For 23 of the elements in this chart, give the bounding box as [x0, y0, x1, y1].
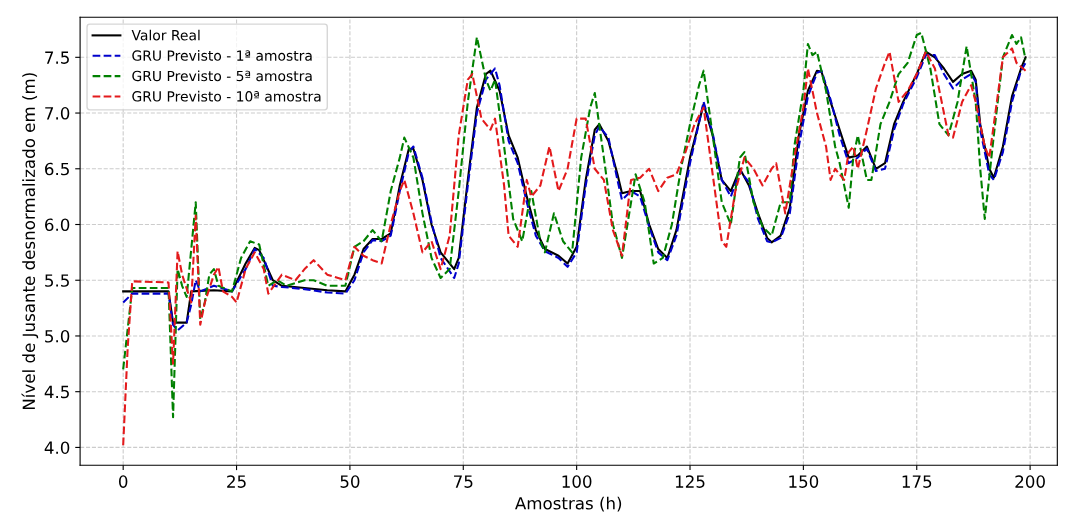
y-tick-label: 7.5 [45, 51, 69, 64]
legend-label: GRU Previsto - 1ª amostra [132, 50, 312, 61]
y-tick-label: 5.0 [45, 329, 70, 343]
x-tick-label: 150 [789, 475, 819, 488]
x-axis-title: Amostras (h) [515, 496, 622, 512]
x-tick-label: 0 [118, 475, 128, 488]
y-tick-label: 6.0 [45, 218, 70, 232]
y-tick-label: 7.0 [45, 107, 70, 120]
legend-label: GRU Previsto - 10ª amostra [132, 90, 321, 102]
x-tick-label: 175 [902, 475, 932, 488]
y-tick-label: 4.0 [44, 441, 70, 454]
y-tick-label: 4.5 [44, 385, 69, 399]
x-tick-label: 75 [454, 475, 473, 488]
legend-label: Valor Real [131, 29, 200, 41]
y-tick-label: 6.5 [45, 162, 69, 176]
x-tick-label: 50 [340, 475, 360, 488]
y-axis-title: Nível de Jusante desnormalizado em (m) [21, 73, 39, 410]
x-tick-label: 25 [227, 475, 246, 488]
x-tick-label: 200 [1015, 475, 1045, 488]
y-tick-label: 5.5 [45, 274, 69, 287]
x-tick-label: 125 [675, 475, 705, 488]
x-tick-label: 100 [562, 475, 592, 488]
legend-label: GRU Previsto - 5ª amostra [132, 70, 312, 82]
